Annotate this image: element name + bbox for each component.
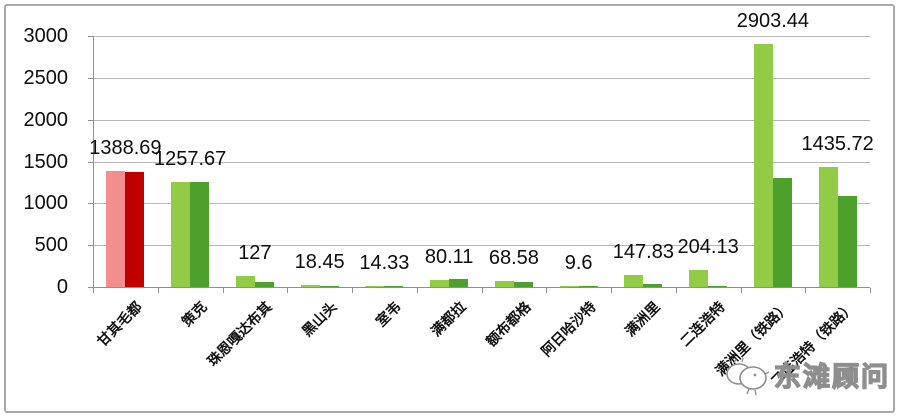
y-axis-label: 1500 <box>23 150 69 173</box>
x-axis-category-label: 满洲里 <box>622 298 664 340</box>
y-axis-tick <box>88 203 93 205</box>
bar <box>319 285 339 287</box>
y-axis-label: 2000 <box>23 108 69 131</box>
x-axis-category-label: 甘其毛都 <box>94 298 146 350</box>
x-axis-tick <box>352 288 353 293</box>
y-axis-label: 0 <box>56 276 68 298</box>
bar <box>106 170 126 287</box>
bar-value-label: 18.45 <box>294 251 345 274</box>
bar-value-label: 1388.69 <box>89 136 162 159</box>
bar <box>772 178 792 287</box>
bar-value-label: 80.11 <box>424 246 474 269</box>
bar <box>430 280 450 287</box>
bar-value-label: 9.6 <box>564 252 593 275</box>
bar <box>708 286 728 287</box>
bar <box>513 282 533 287</box>
x-axis-tick <box>546 288 548 293</box>
bar-value-label: 127 <box>238 242 272 265</box>
x-axis-tick <box>287 288 289 293</box>
gridline <box>93 36 870 37</box>
bar <box>171 181 191 287</box>
x-axis-category-label: 策克 <box>178 298 210 330</box>
bar-value-label: 68.58 <box>488 247 539 270</box>
bar <box>449 279 469 287</box>
chart-border <box>4 4 895 413</box>
bar-value-label: 147.83 <box>612 240 674 263</box>
bar <box>753 44 773 287</box>
bar <box>365 285 385 287</box>
x-axis-tick <box>675 288 677 293</box>
x-axis-line <box>93 287 870 288</box>
x-axis-tick <box>805 288 807 293</box>
bar-value-label: 14.33 <box>359 251 410 274</box>
gridline <box>93 119 870 121</box>
bar <box>578 286 598 287</box>
x-axis-category-label: 满都拉 <box>427 298 469 340</box>
y-axis-tick <box>88 287 93 288</box>
bar <box>300 285 320 287</box>
y-axis-label: 3000 <box>23 25 69 47</box>
bar <box>559 286 579 287</box>
y-axis-tick <box>88 245 93 247</box>
x-axis-tick <box>481 288 483 293</box>
bar <box>235 276 255 287</box>
x-axis-tick <box>416 288 418 293</box>
bar <box>837 195 857 287</box>
x-axis-category-label: 黑山头 <box>298 298 340 340</box>
y-axis-label: 500 <box>34 234 68 257</box>
x-axis-tick <box>157 288 159 293</box>
x-axis-tick <box>222 288 224 293</box>
gridline <box>93 245 870 247</box>
gridline <box>93 77 870 79</box>
bar-value-label: 204.13 <box>677 235 739 258</box>
x-axis-tick <box>611 288 612 293</box>
bar <box>624 274 644 287</box>
watermark: 东滩顾问 <box>722 350 890 398</box>
y-axis-tick <box>88 36 93 37</box>
y-axis-line <box>93 36 94 287</box>
bar <box>643 284 663 287</box>
bar <box>689 269 709 287</box>
x-axis-tick <box>740 288 742 293</box>
bar <box>254 281 274 287</box>
y-axis-tick <box>88 161 93 163</box>
y-axis-tick <box>88 77 93 79</box>
bar <box>125 171 145 287</box>
bar <box>494 281 514 287</box>
watermark-logo-icon <box>726 357 770 396</box>
bar <box>384 286 404 287</box>
x-axis-tick <box>93 288 94 293</box>
x-axis-tick <box>870 288 871 293</box>
bar-value-label: 1435.72 <box>801 132 874 155</box>
bar <box>818 166 838 287</box>
x-axis-category-label: 二连浩特 <box>676 298 728 350</box>
y-axis-label: 2500 <box>23 66 69 89</box>
y-axis-label: 1000 <box>23 192 69 215</box>
gridline <box>93 161 870 163</box>
watermark-text: 东滩顾问 <box>773 361 890 392</box>
y-axis-tick <box>88 119 93 121</box>
x-axis-category-label: 阿日哈沙特 <box>537 298 599 360</box>
x-axis-category-label: 珠恩嘎达布其 <box>203 298 275 370</box>
gridline <box>93 203 870 205</box>
x-axis-category-label: 额布都格 <box>482 298 534 350</box>
x-axis-category-label: 室韦 <box>372 298 405 330</box>
bar <box>190 182 210 287</box>
bar-value-label: 2903.44 <box>736 10 810 33</box>
bar-value-label: 1257.67 <box>153 147 227 170</box>
